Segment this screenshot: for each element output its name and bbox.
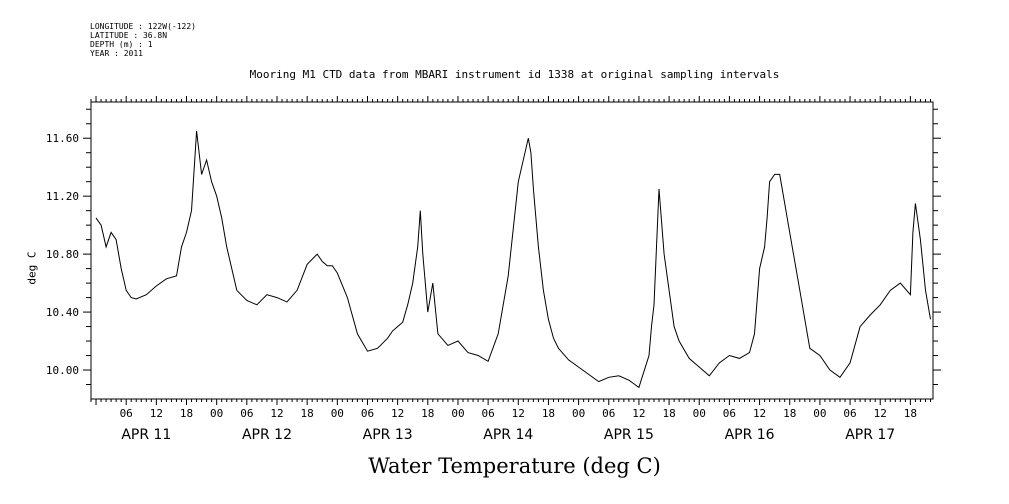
x-day-label: APR 17	[845, 427, 895, 443]
x-tick-label: 18	[421, 407, 434, 420]
x-day-label: APR 11	[121, 427, 171, 443]
x-tick-label: 12	[874, 407, 887, 420]
x-tick-label: 12	[391, 407, 404, 420]
year-label: YEAR : 2011	[90, 49, 143, 58]
x-tick-label: 06	[120, 407, 133, 420]
x-tick-label: 18	[904, 407, 917, 420]
y-tick-label: 11.20	[46, 190, 79, 203]
x-tick-label: 18	[301, 407, 314, 420]
x-tick-label: 12	[150, 407, 163, 420]
x-day-label: APR 12	[242, 427, 292, 443]
x-tick-label: 12	[512, 407, 525, 420]
x-tick-label: 18	[180, 407, 193, 420]
x-tick-label: 00	[572, 407, 585, 420]
x-tick-label: 00	[210, 407, 223, 420]
x-day-label: APR 15	[604, 427, 654, 443]
x-tick-label: 12	[270, 407, 283, 420]
temperature-series-line	[95, 130, 931, 389]
y-tick-label: 10.80	[46, 248, 79, 261]
x-tick-label: 18	[662, 407, 675, 420]
x-tick-label: 06	[843, 407, 856, 420]
plot-frame	[90, 101, 934, 400]
x-tick-label: 00	[331, 407, 344, 420]
x-tick-label: 18	[783, 407, 796, 420]
x-tick-label: 00	[693, 407, 706, 420]
latitude-label: LATITUDE : 36.8N	[90, 31, 168, 40]
x-tick-label: 06	[602, 407, 615, 420]
y-tick-label: 10.00	[46, 364, 79, 377]
x-tick-label: 12	[753, 407, 766, 420]
x-day-label: APR 14	[483, 427, 533, 443]
depth-label: DEPTH (m) : 1	[90, 40, 153, 49]
chart-title: Mooring M1 CTD data from MBARI instrumen…	[249, 68, 780, 81]
x-day-label: APR 16	[725, 427, 775, 443]
x-tick-label: 06	[723, 407, 736, 420]
x-day-label: APR 13	[363, 427, 413, 443]
x-tick-label: 12	[632, 407, 645, 420]
y-tick-label: 10.40	[46, 306, 79, 319]
x-tick-label: 06	[361, 407, 374, 420]
metadata-block: LONGITUDE : 122W(-122) LATITUDE : 36.8N …	[90, 22, 196, 58]
x-tick-label: 00	[813, 407, 826, 420]
x-axis-label: Water Temperature (deg C)	[368, 454, 661, 478]
x-tick-label: 06	[240, 407, 253, 420]
longitude-label: LONGITUDE : 122W(-122)	[90, 22, 196, 31]
x-tick-label: 06	[481, 407, 494, 420]
x-tick-label: 00	[451, 407, 464, 420]
x-tick-label: 18	[542, 407, 555, 420]
y-tick-label: 11.60	[46, 132, 79, 145]
